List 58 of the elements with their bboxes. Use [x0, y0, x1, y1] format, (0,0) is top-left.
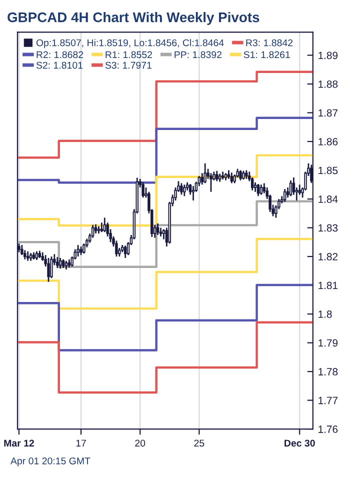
candlestick [91, 224, 94, 239]
candlestick [183, 184, 186, 197]
candlestick [260, 184, 263, 196]
candlestick [20, 244, 24, 256]
legend-label: S2: 1.8101 [36, 62, 83, 69]
candlestick [103, 217, 106, 233]
y-tick-label: 1.88 [318, 80, 338, 88]
candlestick [254, 182, 257, 193]
candlestick [76, 244, 80, 258]
candlestick [192, 185, 195, 202]
candlestick [256, 183, 260, 197]
candlestick [115, 240, 118, 258]
y-tick-label: 1.84 [318, 196, 338, 203]
y-tick-label: 1.78 [318, 368, 338, 376]
legend-label: R1: 1.8552 [106, 51, 152, 58]
candlestick [210, 172, 212, 193]
chart-title: GBPCAD 4H Chart With Weekly Pivots [8, 12, 260, 25]
candlestick [239, 170, 242, 182]
candlestick [124, 244, 127, 259]
legend-label: PP: 1.8392 [174, 51, 222, 58]
y-tick-label: 1.87 [318, 109, 338, 117]
legend-label: S3: 1.7971 [105, 62, 152, 69]
candlestick [283, 188, 286, 203]
legend-label: Op:1.8507, Hi:1.8519, Lo:1.8456, Cl:1.8464 [36, 39, 224, 48]
x-tick-label: Mar 12 [4, 440, 34, 447]
candlestick [289, 180, 292, 197]
candlestick [26, 250, 30, 262]
candlestick [204, 162, 206, 184]
y-tick-label: 1.83 [318, 224, 338, 232]
candlestick [142, 182, 144, 198]
candlestick [47, 257, 50, 283]
candlestick [156, 222, 160, 236]
candlestick [94, 224, 98, 234]
y-tick-label: 1.86 [318, 138, 338, 146]
candlestick [180, 182, 183, 196]
candlestick [50, 256, 53, 279]
x-tick-label: 20 [135, 440, 146, 447]
candlestick [58, 257, 62, 270]
x-tick-label: Dec 30 [284, 440, 315, 447]
y-tick-label: 1.82 [318, 253, 338, 260]
legend-label: R3: 1.8842 [246, 39, 293, 46]
y-tick-label: 1.77 [318, 396, 338, 404]
text: Apr 01 20:15 GMT [10, 457, 90, 466]
y-tick-label: 1.8 [318, 310, 332, 318]
y-tick-label: 1.76 [318, 426, 338, 433]
x-tick-label: 17 [76, 440, 86, 447]
y-tick-label: 1.89 [318, 52, 338, 60]
candlestick [56, 256, 59, 269]
y-tick-label: 1.85 [318, 166, 338, 174]
candlestick [82, 242, 86, 254]
candlestick [230, 172, 234, 184]
candlestick [100, 222, 104, 233]
legend-label: S1: 1.8261 [244, 51, 290, 58]
legend-label: R2: 1.8682 [36, 51, 84, 58]
candlestick [216, 170, 218, 182]
y-tick-label: 1.79 [318, 339, 338, 347]
y-tick-label: 1.81 [318, 282, 338, 290]
x-tick-label: 25 [194, 440, 204, 447]
